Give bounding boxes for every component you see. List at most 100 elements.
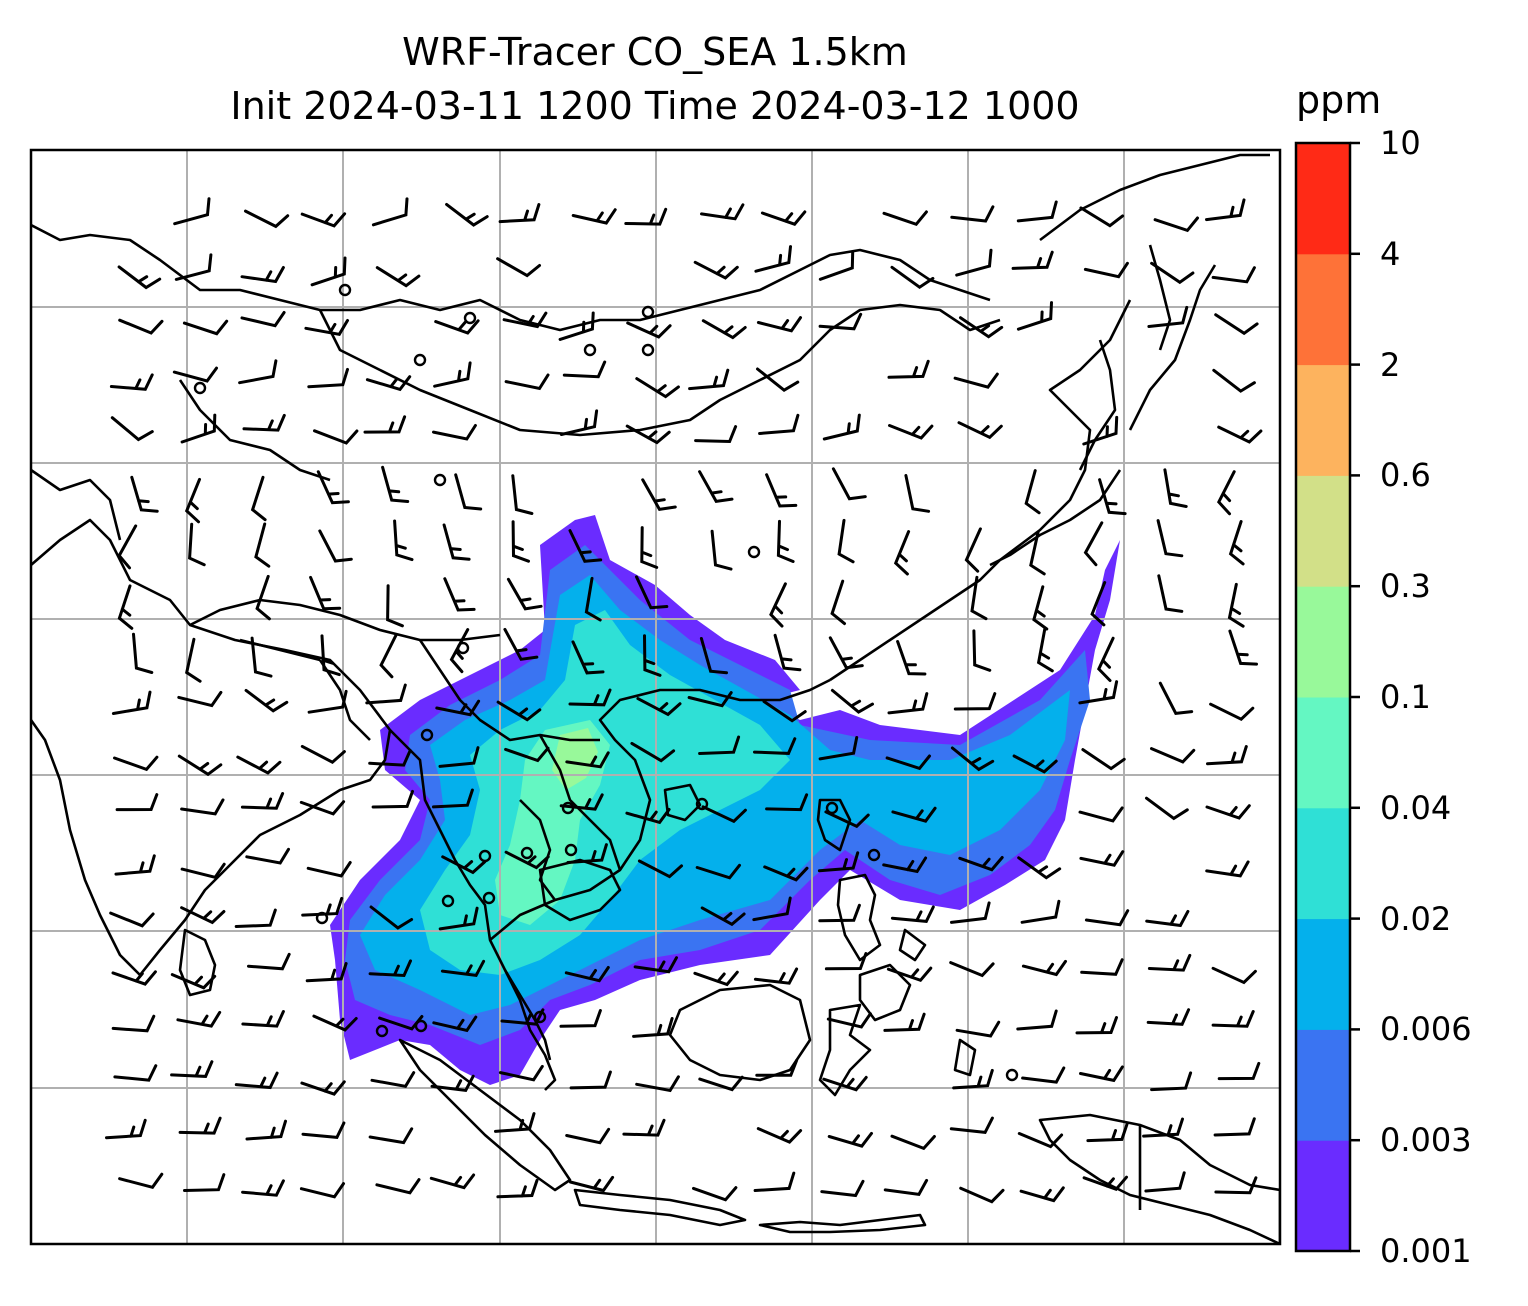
wind-barb — [299, 800, 346, 816]
wind-barb — [498, 203, 541, 224]
wind-barb — [250, 475, 267, 522]
wind-barb — [1153, 216, 1199, 233]
wind-barb — [241, 1010, 285, 1028]
wind-barb — [1098, 478, 1127, 516]
wind-barb — [118, 1172, 164, 1190]
wind-barb — [818, 736, 859, 761]
sulawesi — [818, 1003, 872, 1097]
wind-barb — [701, 319, 747, 340]
wind-barb — [110, 416, 154, 442]
wind-barb — [822, 1075, 868, 1092]
wind-barb — [756, 1127, 803, 1144]
wind-barb — [949, 961, 995, 978]
wind-barb — [111, 1014, 156, 1033]
wind-barb — [242, 413, 286, 432]
wind-barb — [310, 256, 347, 287]
wind-barb — [304, 319, 349, 336]
colorbar-tick-label: 0.006 — [1380, 1010, 1472, 1049]
northeast-asia-coast — [1039, 153, 1270, 242]
figure-title-line2: Init 2024-03-11 1200 Time 2024-03-12 100… — [230, 84, 1080, 128]
wind-barb — [240, 311, 286, 328]
wind-barb — [1078, 806, 1124, 823]
wind-barb — [370, 1071, 416, 1088]
wind-barb — [247, 952, 291, 971]
wind-barb — [830, 579, 846, 626]
java — [573, 1188, 747, 1227]
wind-barb — [565, 1127, 611, 1145]
wind-barb — [511, 474, 534, 515]
wind-barb — [692, 1186, 738, 1202]
wind-barb — [820, 1179, 865, 1198]
wind-barb — [1029, 530, 1046, 576]
wind-barb — [882, 210, 928, 227]
wind-barb — [113, 1064, 158, 1082]
wind-barb — [109, 911, 155, 928]
colorbar-segment — [1296, 253, 1350, 366]
wind-barb — [972, 629, 992, 672]
wind-barb — [624, 207, 668, 226]
wind-barb — [1017, 856, 1062, 880]
wind-barb — [504, 373, 550, 391]
wind-barb — [828, 636, 864, 670]
wind-barb — [959, 1186, 1005, 1204]
wind-barb — [1082, 415, 1119, 446]
wind-barb — [245, 847, 290, 865]
wind-barb — [433, 361, 472, 388]
wind-barb — [1144, 1171, 1186, 1193]
wind-barb — [1214, 1176, 1258, 1195]
wind-barb — [569, 1070, 612, 1090]
wind-barb — [950, 205, 995, 223]
wind-barb — [1158, 681, 1194, 716]
wind-barb — [130, 475, 159, 513]
wind-barb — [753, 1171, 796, 1192]
wind-barb — [888, 424, 934, 440]
wind-barb — [635, 1075, 680, 1093]
philippines-south — [858, 928, 927, 1022]
colorbar-tick-label: 10 — [1380, 124, 1421, 162]
wind-barb — [1016, 1009, 1058, 1031]
wind-barb — [494, 1112, 536, 1133]
wind-barb — [240, 792, 285, 810]
wind-barb — [891, 806, 937, 823]
calm-wind-circle — [867, 848, 881, 862]
wind-barb — [240, 266, 285, 284]
wind-barb — [234, 908, 277, 928]
wind-barb — [434, 319, 480, 335]
calm-wind-circle — [641, 305, 655, 319]
wind-barb — [114, 854, 156, 876]
calm-wind-circle — [441, 894, 455, 908]
wind-barb — [1205, 860, 1250, 878]
wind-barb — [300, 1080, 346, 1096]
wind-barb — [442, 523, 471, 561]
wind-barb — [883, 1178, 929, 1197]
wind-barb — [904, 474, 931, 513]
wind-barb — [958, 856, 1004, 872]
wind-barb — [443, 577, 476, 612]
wind-barb — [818, 312, 863, 331]
calm-wind-circle — [583, 343, 597, 357]
colorbar-tick-label: 4 — [1380, 234, 1401, 273]
wind-barb — [698, 470, 734, 504]
wind-barb — [758, 413, 800, 435]
wind-barb — [755, 1058, 799, 1077]
wind-barb — [1079, 850, 1125, 867]
wind-barb — [571, 208, 617, 225]
wind-barb — [1163, 468, 1188, 508]
wind-barb — [959, 316, 1004, 339]
colorbar-segment — [1296, 364, 1350, 476]
colorbar-tick-label: 0.6 — [1380, 456, 1431, 495]
wind-barb — [1217, 1061, 1261, 1081]
wind-barb — [498, 1064, 544, 1082]
wind-barb — [1214, 313, 1259, 336]
malay-peninsula — [503, 969, 557, 1091]
wind-barb — [1012, 754, 1058, 774]
wind-barb — [118, 318, 164, 335]
wind-barb — [955, 1020, 1001, 1038]
russia-china-border — [31, 223, 991, 332]
wind-barb — [953, 372, 999, 389]
wind-barb — [180, 906, 226, 925]
colorbar-tick-label: 2 — [1380, 345, 1401, 384]
wind-barb — [238, 359, 278, 385]
wind-barbs — [105, 197, 1263, 1204]
